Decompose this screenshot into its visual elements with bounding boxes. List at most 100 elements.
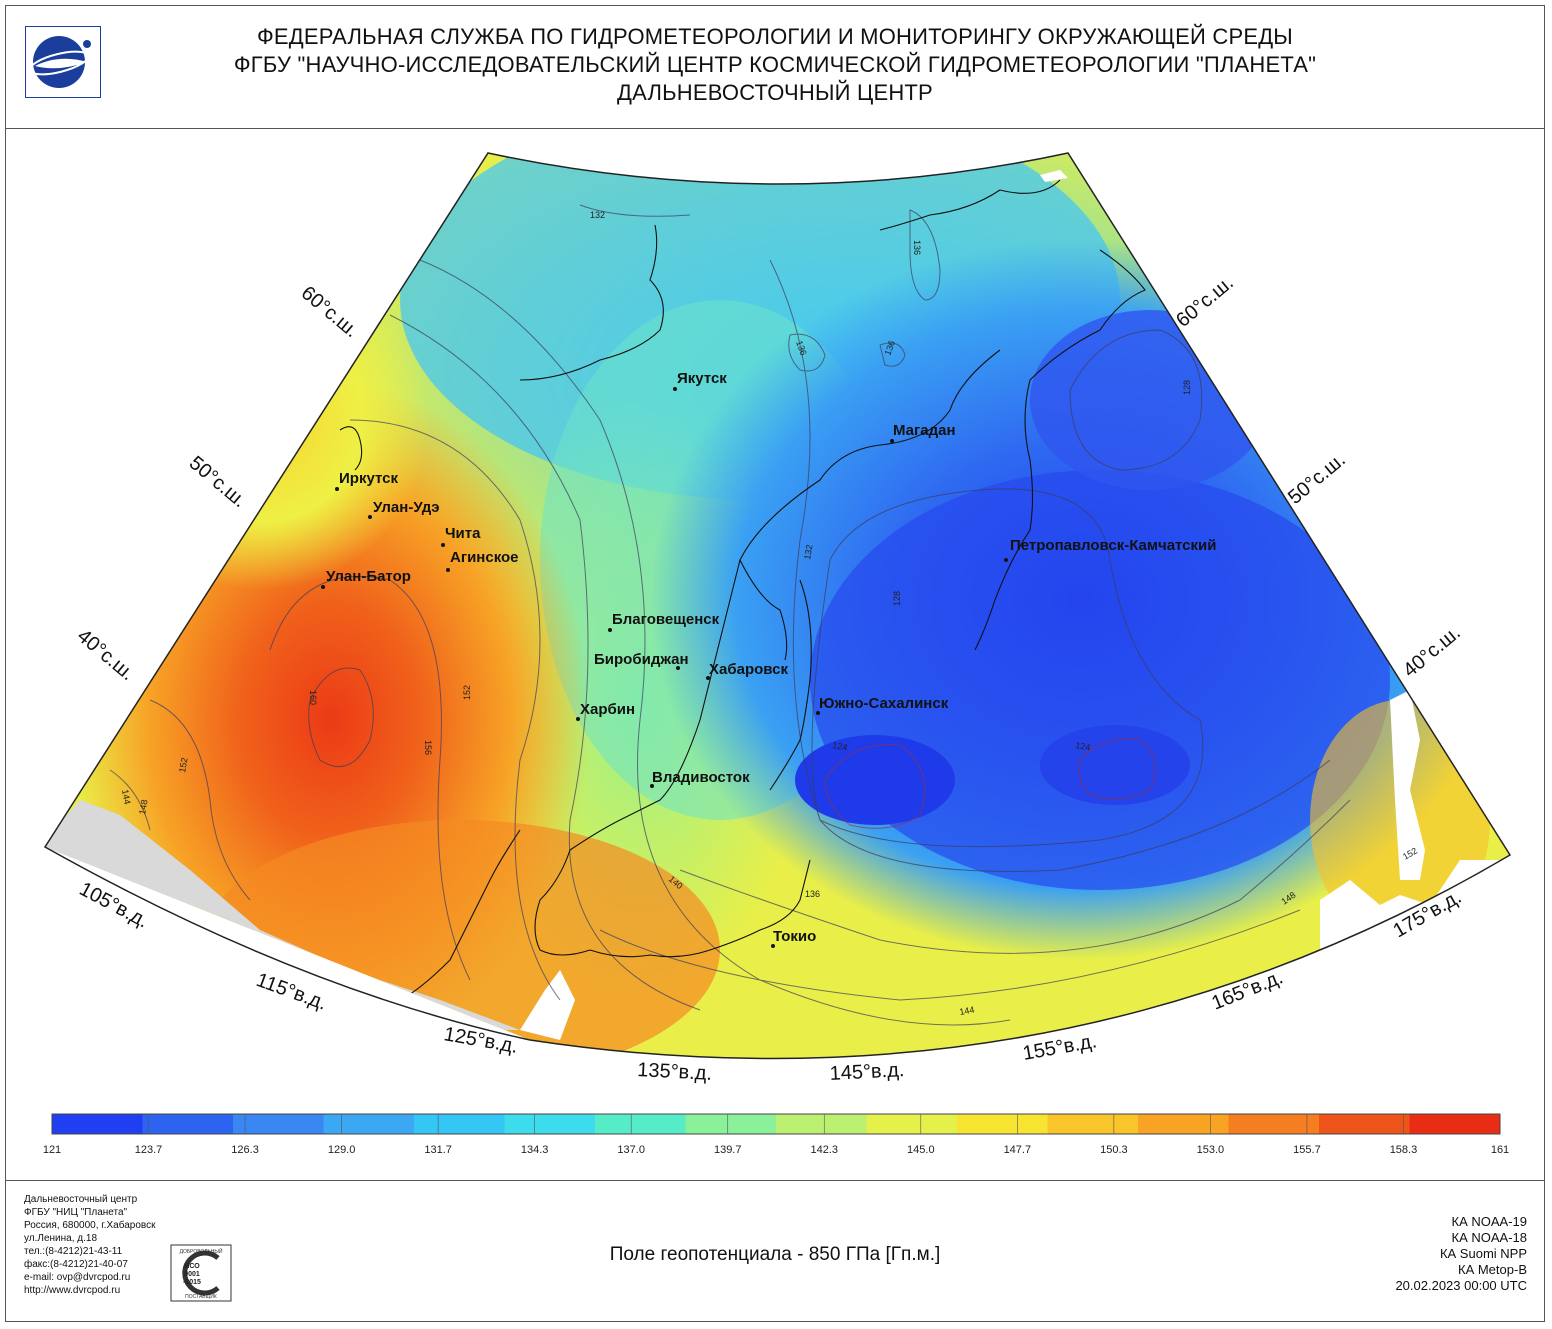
city-vladivostok: Владивосток (652, 769, 750, 786)
planeta-logo-icon (25, 26, 101, 98)
color-scale-swatch (776, 1114, 867, 1134)
header-title-line1: ФЕДЕРАЛЬНАЯ СЛУЖБА ПО ГИДРОМЕТЕОРОЛОГИИ … (257, 24, 1293, 49)
color-scale-label: 142.3 (810, 1144, 839, 1156)
color-scale-label: 121 (42, 1144, 62, 1156)
color-scale-label: 134.3 (520, 1144, 549, 1156)
color-scale-label: 126.3 (231, 1144, 259, 1156)
contour-label: 132 (590, 210, 605, 220)
city-yuzhno-sakhalinsk: Южно-Сахалинск (819, 695, 949, 712)
color-scale-label: 131.7 (424, 1144, 452, 1156)
city-petropavlovsk: Петропавловск-Камчатский (1010, 537, 1216, 554)
color-scale-swatch (1138, 1114, 1229, 1134)
city-markers: Якутск Магадан Иркутск Улан-Удэ Чита Аги… (321, 370, 1216, 948)
color-scale-swatch (233, 1114, 324, 1134)
iso-certification-icon: ДОБРОВОЛЬНЫЙ ИСО 9001 -2015 ПОСТАВЩИК (170, 1244, 232, 1302)
color-scale-label: 153.0 (1196, 1144, 1225, 1156)
org-line: Россия, 680000, г.Хабаровск (24, 1220, 156, 1231)
contour-label: 136 (794, 339, 809, 357)
svg-text:9001: 9001 (184, 1271, 200, 1278)
color-scale-swatch (504, 1114, 596, 1134)
contour-label: 160 (308, 690, 318, 705)
org-line: ул.Ленина, д.18 (24, 1233, 98, 1244)
city-khabarovsk: Хабаровск (709, 661, 788, 678)
contour-label: 156 (423, 740, 433, 755)
contour-label: 136 (882, 339, 897, 357)
satellite-name: КА NOAA-19 (1451, 1214, 1528, 1229)
observation-datetime: 20.02.2023 00:00 UTC (1395, 1278, 1527, 1293)
organization-info: Дальневосточный центр ФГБУ "НИЦ "Планета… (24, 1193, 155, 1297)
contour-label: 136 (805, 889, 820, 899)
color-scale-swatch (414, 1114, 505, 1134)
contour-label: 148 (137, 799, 149, 816)
contour-label: 124 (832, 740, 849, 752)
city-chita: Чита (445, 525, 481, 542)
contour-label: 144 (120, 789, 132, 806)
svg-text:ПОСТАВЩИК: ПОСТАВЩИК (185, 1294, 217, 1300)
color-scale-swatch (1319, 1114, 1410, 1134)
contour-label: 144 (959, 1005, 976, 1017)
color-scale-label: 150.3 (1100, 1144, 1128, 1156)
contour-label: 128 (1182, 380, 1192, 395)
color-scale-label: 161 (1490, 1144, 1510, 1156)
color-scale-swatch (52, 1114, 143, 1134)
contour-label: 132 (802, 544, 814, 561)
city-blagoveshchensk: Благовещенск (612, 611, 720, 628)
header-title-line3: ДАЛЬНЕВОСТОЧНЫЙ ЦЕНТР (617, 80, 933, 105)
color-scale-swatch (1228, 1114, 1320, 1134)
city-harbin: Харбин (580, 701, 635, 718)
svg-text:ИСО: ИСО (184, 1263, 200, 1270)
map-caption: Поле геопотенциала - 850 ГПа [Гп.м.] (609, 1244, 941, 1265)
color-scale-label: 129.0 (327, 1144, 356, 1156)
contour-label: 152 (462, 685, 472, 700)
org-phone: тел.:(8-4212)21-43-11 (24, 1246, 123, 1257)
color-scale-label: 147.7 (1003, 1144, 1032, 1156)
color-scale-swatch (142, 1114, 234, 1134)
footer-divider (5, 1180, 1545, 1181)
map-border (43, 152, 1512, 1060)
satellite-name: КА NOAA-18 (1451, 1230, 1528, 1245)
city-ulan-bator: Улан-Батор (326, 568, 411, 585)
svg-text:-2015: -2015 (183, 1279, 201, 1286)
color-scale-label: 155.7 (1293, 1144, 1321, 1156)
color-scale-swatch (685, 1114, 777, 1134)
color-scale-swatch (1047, 1114, 1139, 1134)
contour-label: 128 (892, 591, 902, 606)
org-website-link[interactable]: http://www.dvrcpod.ru (24, 1285, 121, 1296)
org-email[interactable]: e-mail: ovp@dvrcpod.ru (24, 1272, 131, 1283)
org-line: Дальневосточный центр (24, 1194, 138, 1205)
color-scale-label: 123.7 (134, 1144, 163, 1156)
city-aginskoye: Агинское (450, 549, 519, 566)
color-scale-label: 158.3 (1389, 1144, 1418, 1156)
city-birobidzhan: Биробиджан (594, 651, 689, 668)
header-title-line2: ФГБУ "НАУЧНО-ИССЛЕДОВАТЕЛЬСКИЙ ЦЕНТР КОС… (233, 52, 1317, 77)
color-scale-swatch (323, 1114, 415, 1134)
header-divider (5, 128, 1545, 129)
satellite-name: КА Metop-B (1458, 1262, 1527, 1277)
coastlines (339, 179, 1146, 1001)
lon-label-145: 145°в.д. (829, 1059, 905, 1085)
satellite-name: КА Suomi NPP (1439, 1246, 1527, 1261)
color-scale-label: 139.7 (713, 1144, 742, 1156)
color-scale-swatch (1409, 1114, 1501, 1134)
city-tokyo: Токио (773, 928, 816, 945)
contour-label: 152 (177, 757, 189, 774)
svg-text:ДОБРОВОЛЬНЫЙ: ДОБРОВОЛЬНЫЙ (180, 1247, 223, 1255)
color-scale-swatch (957, 1114, 1048, 1134)
contour-label: 136 (912, 240, 922, 255)
city-magadan: Магадан (893, 422, 956, 439)
contour-label: 124 (1075, 740, 1092, 752)
satellite-list: КА NOAA-19 КА NOAA-18 КА Suomi NPP КА Me… (1395, 1214, 1527, 1294)
color-scale-swatch (866, 1114, 958, 1134)
contour-lines (109, 204, 1351, 1026)
city-yakutsk: Якутск (677, 370, 727, 387)
color-scale-border (51, 1113, 1501, 1135)
contour-labels: 132 136 136 136 128 160 156 152 152 148 … (120, 210, 1419, 1017)
outer-frame (5, 5, 1545, 1322)
org-fax: факс:(8-4212)21-40-07 (24, 1259, 128, 1270)
lon-label-135: 135°в.д. (637, 1059, 713, 1085)
color-scale-swatch (595, 1114, 686, 1134)
color-scale-label: 137.0 (617, 1144, 645, 1156)
color-scale-label: 145.0 (907, 1144, 935, 1156)
